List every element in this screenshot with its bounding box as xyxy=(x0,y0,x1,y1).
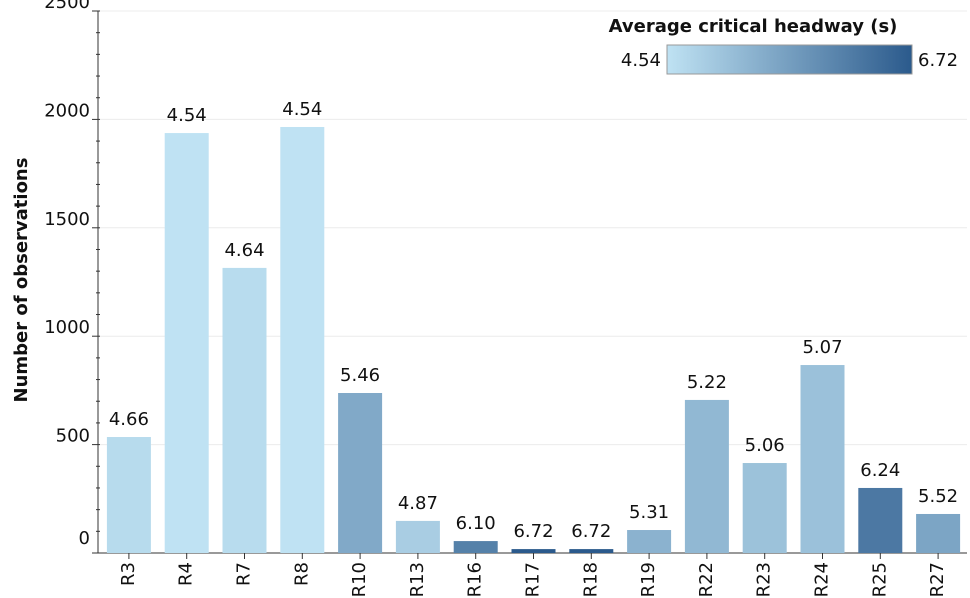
x-tick-label: R4 xyxy=(176,562,197,586)
bar xyxy=(222,267,267,553)
value-label: 5.52 xyxy=(918,486,958,507)
x-tick-label: R10 xyxy=(349,562,370,597)
bar xyxy=(453,541,498,553)
x-tick-label: R27 xyxy=(927,562,948,597)
colorbar xyxy=(666,44,913,75)
x-tick-label: R24 xyxy=(812,562,833,597)
y-tick-label: 0 xyxy=(79,528,90,549)
value-label: 4.54 xyxy=(282,99,322,120)
bar xyxy=(916,513,961,553)
value-label: 4.54 xyxy=(167,105,207,126)
y-tick-label: 1000 xyxy=(44,317,90,338)
y-axis-label: Number of observations xyxy=(11,158,32,403)
x-tick-label: R13 xyxy=(407,562,428,597)
x-tick-label: R17 xyxy=(523,562,544,597)
bar xyxy=(800,365,845,553)
value-label: 5.46 xyxy=(340,365,380,386)
x-tick-label: R16 xyxy=(465,562,486,597)
value-label: 5.22 xyxy=(687,372,727,393)
bar xyxy=(569,549,614,553)
x-tick-label: R7 xyxy=(234,562,255,586)
y-tick-label: 2000 xyxy=(44,100,90,121)
value-label: 5.06 xyxy=(745,435,785,456)
x-tick-label: R19 xyxy=(638,562,659,597)
bar xyxy=(627,530,672,553)
value-label: 4.66 xyxy=(109,409,149,430)
value-label: 6.72 xyxy=(513,521,553,542)
colorbar-min-label: 4.54 xyxy=(621,50,661,71)
y-tick-label: 2500 xyxy=(44,0,90,13)
y-tick-label: 1500 xyxy=(44,209,90,230)
bar xyxy=(511,549,556,553)
legend-title: Average critical headway (s) xyxy=(609,16,898,37)
x-tick-label: R18 xyxy=(580,562,601,597)
bar xyxy=(858,487,903,553)
bar xyxy=(338,393,383,553)
value-label: 5.07 xyxy=(802,337,842,358)
value-label: 5.31 xyxy=(629,502,669,523)
x-tick-label: R8 xyxy=(291,562,312,586)
value-label: 6.24 xyxy=(860,460,900,481)
y-tick-label: 500 xyxy=(56,426,90,447)
value-label: 6.10 xyxy=(456,513,496,534)
bar xyxy=(684,399,729,553)
x-tick-label: R25 xyxy=(869,562,890,597)
bar xyxy=(742,463,787,553)
bar xyxy=(106,437,151,553)
x-tick-label: R3 xyxy=(118,562,139,586)
x-tick-label: R22 xyxy=(696,562,717,597)
bar xyxy=(280,126,325,553)
bar xyxy=(395,520,440,553)
x-tick-label: R23 xyxy=(754,562,775,597)
bar xyxy=(164,133,209,553)
value-label: 4.64 xyxy=(224,240,264,261)
value-label: 4.87 xyxy=(398,493,438,514)
colorbar-max-label: 6.72 xyxy=(918,50,958,71)
value-label: 6.72 xyxy=(571,521,611,542)
